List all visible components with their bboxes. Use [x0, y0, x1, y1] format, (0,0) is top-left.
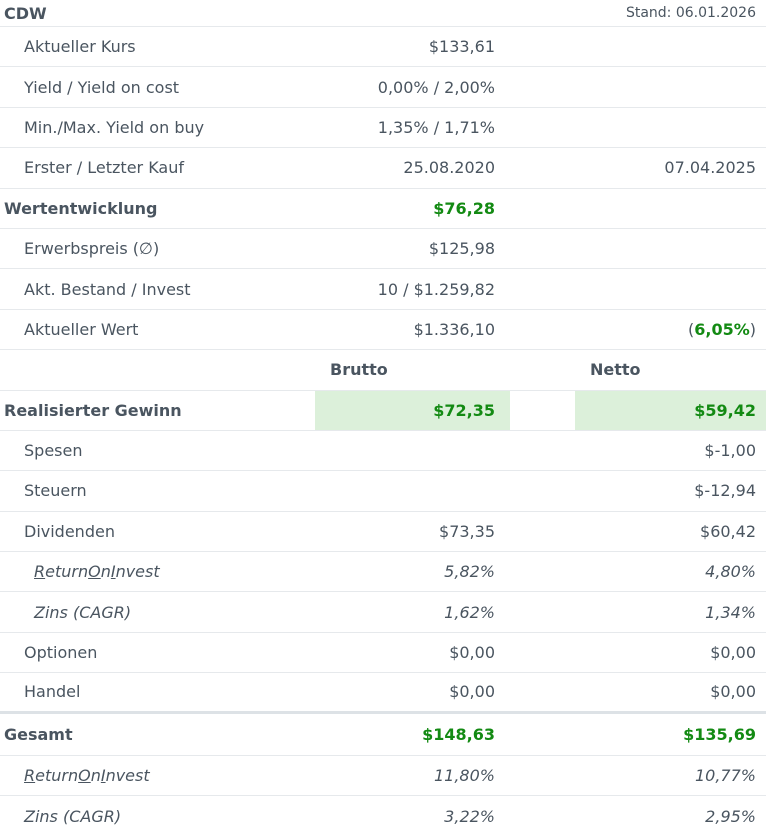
row-spesen: Spesen $-1,00: [0, 431, 766, 472]
brutto-value: 11,80%: [433, 765, 495, 785]
label-part: O: [88, 562, 101, 582]
label-part: R: [24, 765, 36, 785]
netto-value: 4,80%: [705, 562, 756, 582]
ticker-title: CDW: [4, 3, 47, 23]
label-part: I: [110, 562, 116, 582]
value: 1,35% / 1,71%: [377, 117, 495, 137]
brutto-value: $73,35: [439, 521, 495, 541]
label-part: nvest: [115, 562, 160, 582]
column-header-netto: Netto: [590, 360, 641, 380]
netto-value: 10,77%: [694, 765, 756, 785]
brutto-value: $0,00: [449, 643, 495, 663]
header-row: CDW Stand: 06.01.2026: [0, 0, 766, 27]
label: Steuern: [24, 481, 87, 501]
value: $133,61: [428, 37, 495, 57]
row-steuern: Steuern $-12,94: [0, 471, 766, 512]
label-part: I: [100, 765, 106, 785]
column-header-brutto: Brutto: [330, 360, 388, 380]
netto-value: $-1,00: [704, 441, 756, 461]
netto-value: $59,42: [694, 400, 756, 420]
brutto-value: 3,22%: [444, 806, 495, 826]
brutto-value: $0,00: [449, 682, 495, 702]
value: $125,98: [428, 239, 495, 259]
label-part: n: [90, 765, 101, 785]
label: Zins (CAGR): [34, 602, 132, 622]
highlight-netto: [575, 390, 766, 430]
value: 0,00% / 2,00%: [377, 77, 495, 97]
label: Spesen: [24, 441, 83, 461]
netto-value: $135,69: [683, 724, 756, 744]
label-part: O: [78, 765, 91, 785]
percent-change: (6,05%): [688, 310, 756, 349]
netto-value: 2,95%: [705, 806, 756, 826]
netto-value: $-12,94: [694, 481, 756, 501]
label: Aktueller Kurs: [24, 37, 136, 57]
label: Min./Max. Yield on buy: [24, 117, 205, 137]
brutto-value: 5,82%: [444, 562, 495, 582]
last-buy: 07.04.2025: [664, 158, 756, 178]
brutto-value: 1,62%: [444, 602, 495, 622]
percent-value: 6,05%: [694, 319, 750, 339]
brutto-value: $72,35: [433, 400, 495, 420]
label-part: nvest: [105, 765, 150, 785]
row-aktueller-wert: Aktueller Wert $1.336,10 (6,05%): [0, 310, 766, 351]
row-bestand: Akt. Bestand / Invest 10 / $1.259,82: [0, 269, 766, 310]
paren-open: (: [687, 319, 695, 339]
netto-value: $60,42: [700, 521, 756, 541]
label: Optionen: [24, 643, 98, 663]
row-kauf: Erster / Letzter Kauf 25.08.2020 07.04.2…: [0, 148, 766, 189]
row-gesamt-zins: Zins (CAGR) 3,22% 2,95%: [0, 796, 766, 836]
stand-date: Stand: 06.01.2026: [625, 5, 756, 21]
label: Handel: [24, 682, 81, 702]
section-label: Wertentwicklung: [4, 198, 158, 218]
row-gesamt: Gesamt $148,63 $135,69: [0, 714, 766, 756]
row-dividenden: Dividenden $73,35 $60,42: [0, 512, 766, 553]
row-realisierter-gewinn: Realisierter Gewinn $72,35 $59,42: [0, 390, 766, 431]
label: Dividenden: [24, 521, 115, 541]
label-part: eturn: [35, 765, 79, 785]
paren-close: ): [749, 319, 756, 339]
label-part: n: [100, 562, 111, 582]
label: Yield / Yield on cost: [24, 77, 180, 97]
label: Zins (CAGR): [24, 806, 122, 826]
label: Erwerbspreis (∅): [24, 239, 160, 259]
row-dividenden-zins: Zins (CAGR) 1,62% 1,34%: [0, 592, 766, 633]
row-handel: Handel $0,00 $0,00: [0, 673, 766, 714]
value: $1.336,10: [413, 319, 495, 339]
section-label: Realisierter Gewinn: [4, 400, 182, 420]
first-buy: 25.08.2020: [403, 158, 495, 178]
section-label: Gesamt: [4, 724, 73, 744]
row-aktueller-kurs: Aktueller Kurs $133,61: [0, 27, 766, 68]
label: Akt. Bestand / Invest: [24, 279, 191, 299]
netto-value: $0,00: [710, 682, 756, 702]
netto-value: 1,34%: [705, 602, 756, 622]
netto-value: $0,00: [710, 643, 756, 663]
label: Erster / Letzter Kauf: [24, 158, 184, 178]
row-column-headers: Brutto Netto: [0, 350, 766, 391]
brutto-value: $148,63: [422, 724, 495, 744]
row-wertentwicklung: Wertentwicklung $76,28: [0, 189, 766, 229]
value: $76,28: [433, 198, 495, 218]
row-optionen: Optionen $0,00 $0,00: [0, 633, 766, 674]
label-part: R: [34, 562, 46, 582]
row-yield: Yield / Yield on cost 0,00% / 2,00%: [0, 67, 766, 108]
value: 10 / $1.259,82: [377, 279, 495, 299]
highlight-brutto: [315, 390, 510, 430]
row-erwerbspreis: Erwerbspreis (∅) $125,98: [0, 229, 766, 270]
label-part: eturn: [45, 562, 89, 582]
label: Aktueller Wert: [24, 319, 139, 339]
row-minmax-yield: Min./Max. Yield on buy 1,35% / 1,71%: [0, 108, 766, 149]
